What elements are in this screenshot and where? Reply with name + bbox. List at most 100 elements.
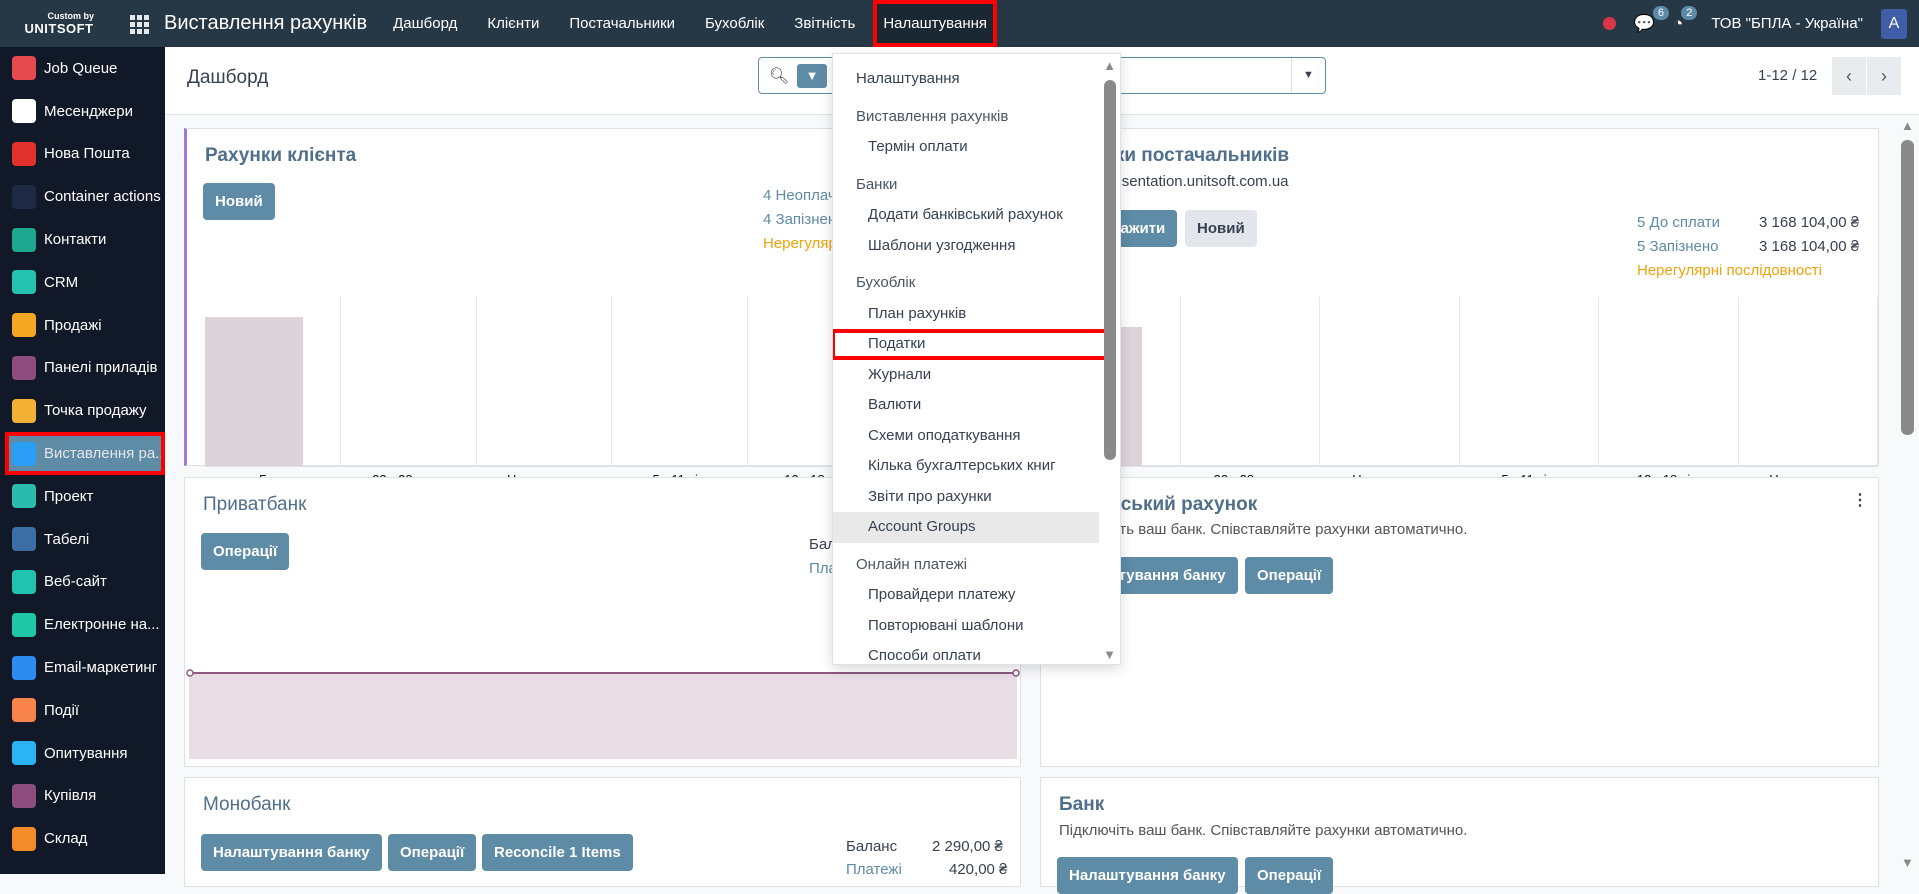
menu-item[interactable]: Валюти	[868, 396, 922, 413]
point	[1012, 669, 1020, 677]
menu-item[interactable]: Шаблони узгодження	[868, 236, 1016, 254]
chat-icon[interactable]: 💬 6	[1634, 5, 1670, 34]
card-title[interactable]: Банк	[1059, 794, 1105, 815]
menu-item[interactable]: Журнали	[868, 365, 932, 383]
user-avatar[interactable]: A	[1881, 8, 1907, 39]
menu-item[interactable]: Кілька бухгалтерських книг	[868, 457, 1056, 474]
pager-value[interactable]: 1-12 / 12	[1758, 67, 1818, 84]
status-dot-icon[interactable]	[1602, 17, 1616, 30]
sidebar-item-label: CRM	[44, 273, 79, 291]
menu-item[interactable]: Податки	[833, 329, 1116, 360]
sidebar-item[interactable]: Проект	[0, 475, 165, 518]
menu-scroll-down-icon[interactable]: ▼	[1103, 647, 1116, 662]
page-scrollbar[interactable]	[1901, 140, 1914, 435]
menu-item[interactable]: Account Groups	[833, 512, 1099, 543]
nav-accounting[interactable]: Бухоблік	[705, 15, 765, 32]
pager-next-button[interactable]: ›	[1867, 57, 1901, 95]
menu-section-header: Онлайн платежі	[856, 555, 968, 573]
sidebar-item-label: Проект	[44, 487, 94, 505]
operations-button[interactable]: Операції	[201, 533, 290, 570]
app-icon	[12, 655, 36, 680]
card-title[interactable]: Рахунки клієнта	[205, 145, 357, 166]
sidebar-item[interactable]: Панелі приладів	[0, 347, 165, 390]
menu-scroll-up-icon[interactable]: ▲	[1103, 58, 1116, 73]
operations-button[interactable]: Операції	[388, 834, 477, 871]
sidebar-item[interactable]: Опитування	[0, 732, 165, 775]
filter-icon[interactable]: ▼	[797, 64, 827, 88]
page-scroll-up-icon[interactable]: ▲	[1901, 118, 1914, 133]
activity-badge: 2	[1681, 5, 1698, 20]
sidebar-item-label: Панелі приладів	[44, 359, 158, 377]
sidebar-item[interactable]: CRM	[0, 261, 165, 304]
menu-item[interactable]: Звіти про рахунки	[868, 487, 992, 505]
menu-item[interactable]: Схеми оподаткування	[868, 426, 1021, 444]
sidebar-item[interactable]: Купівля	[0, 775, 165, 818]
operations-button[interactable]: Операції	[1245, 857, 1334, 894]
menu-item[interactable]: Провайдери платежу	[868, 586, 1016, 603]
configuration-dropdown-menu: Налаштування Виставлення рахунків Термін о…	[832, 53, 1121, 665]
app-sidebar: Job Queue Месенджери Нова Пошта Container a…	[0, 47, 165, 874]
sidebar-item[interactable]: Події	[0, 689, 165, 732]
sidebar-item[interactable]: Email-маркетинг	[0, 646, 165, 689]
late-link[interactable]: 4 Запізнено	[763, 211, 845, 228]
card-title[interactable]: Монобанк	[203, 794, 291, 815]
top-navbar: Custom by UNITSOFT Виставлення рахунків Д…	[0, 0, 1919, 47]
sidebar-item-label: Опитування	[44, 744, 128, 762]
new-bill-button[interactable]: Новий	[1185, 210, 1257, 247]
sidebar-item-label: Job Queue	[44, 59, 118, 77]
sidebar-item[interactable]: Контакти	[0, 218, 165, 261]
sidebar-item[interactable]: Container actions	[0, 175, 165, 218]
activity-clock-icon[interactable]: ◔ 2	[1673, 5, 1698, 34]
menu-item[interactable]: Додати банківський рахунок	[868, 206, 1063, 223]
sidebar-item-label: Склад	[44, 830, 88, 848]
sidebar-item[interactable]: Нова Пошта	[0, 133, 165, 176]
app-icon	[12, 612, 36, 637]
sidebar-item[interactable]: Продажі	[0, 304, 165, 347]
pager-prev-button[interactable]: ‹	[1832, 57, 1866, 95]
menu-item[interactable]: Повторювані шаблони	[868, 616, 1024, 634]
app-icon	[12, 184, 36, 209]
sidebar-item-label: Електронне на...	[44, 616, 160, 634]
irregular-link[interactable]: Нерегулярні послідовності	[1637, 262, 1822, 279]
to-pay-amount: 3 168 104,00 ₴	[1759, 214, 1860, 231]
reconcile-button[interactable]: Reconcile 1 Items	[482, 834, 633, 871]
menu-item[interactable]: Способи оплати	[868, 647, 981, 664]
app-title[interactable]: Виставлення рахунків	[164, 12, 368, 34]
menu-item[interactable]: Термін оплати	[868, 138, 968, 155]
sidebar-item[interactable]: Месенджери	[0, 90, 165, 133]
app-menu-grid-icon[interactable]	[130, 14, 150, 34]
sidebar-item[interactable]: Job Queue	[0, 47, 165, 90]
kebab-menu-icon[interactable]: ⋮	[1852, 492, 1868, 509]
search-icon[interactable]: 🔍︎	[769, 68, 790, 85]
company-switcher[interactable]: ТОВ "БПЛА - Україна"	[1711, 15, 1863, 32]
sidebar-item[interactable]: Електронне на...	[0, 603, 165, 646]
search-options-chevron-icon[interactable]: ▼	[1291, 58, 1325, 93]
app-icon	[12, 270, 36, 295]
nav-vendors[interactable]: Постачальники	[569, 15, 676, 32]
bank-settings-button[interactable]: Налаштування банку	[1057, 857, 1238, 894]
nav-reporting[interactable]: Звітність	[794, 15, 856, 32]
menu-scrollbar[interactable]	[1104, 80, 1116, 460]
sidebar-item[interactable]: Табелі	[0, 518, 165, 561]
bank-settings-button[interactable]: Налаштування банку	[201, 834, 382, 871]
menu-item[interactable]: План рахунків	[868, 304, 967, 322]
app-icon	[12, 99, 36, 124]
new-invoice-button[interactable]: Новий	[203, 183, 275, 220]
sidebar-item[interactable]: Виставлення ра...	[5, 432, 165, 475]
nav-configuration[interactable]: Налаштування	[873, 0, 998, 47]
operations-button[interactable]: Операції	[1245, 557, 1334, 594]
sidebar-item[interactable]: Веб-сайт	[0, 561, 165, 604]
late-link[interactable]: 5 Запізнено	[1637, 238, 1719, 255]
payments-amount: 420,00 ₴	[949, 861, 1008, 878]
sidebar-item[interactable]: Точка продажу	[0, 389, 165, 432]
nav-customers[interactable]: Клієнти	[487, 15, 540, 32]
nav-dashboard[interactable]: Дашборд	[393, 15, 458, 32]
unitsoft-logo[interactable]: Custom by UNITSOFT	[24, 11, 95, 36]
payments-link[interactable]: Платежі	[846, 861, 902, 878]
to-pay-link[interactable]: 5 До сплати	[1637, 214, 1720, 231]
bank-card: Банк Підключіть ваш банк. Співставляйте …	[1040, 777, 1879, 894]
menu-item[interactable]: Налаштування	[856, 70, 960, 87]
sidebar-item[interactable]: Склад	[0, 817, 165, 860]
card-title[interactable]: Приватбанк	[203, 494, 307, 515]
page-scroll-down-icon[interactable]: ▼	[1901, 855, 1914, 870]
